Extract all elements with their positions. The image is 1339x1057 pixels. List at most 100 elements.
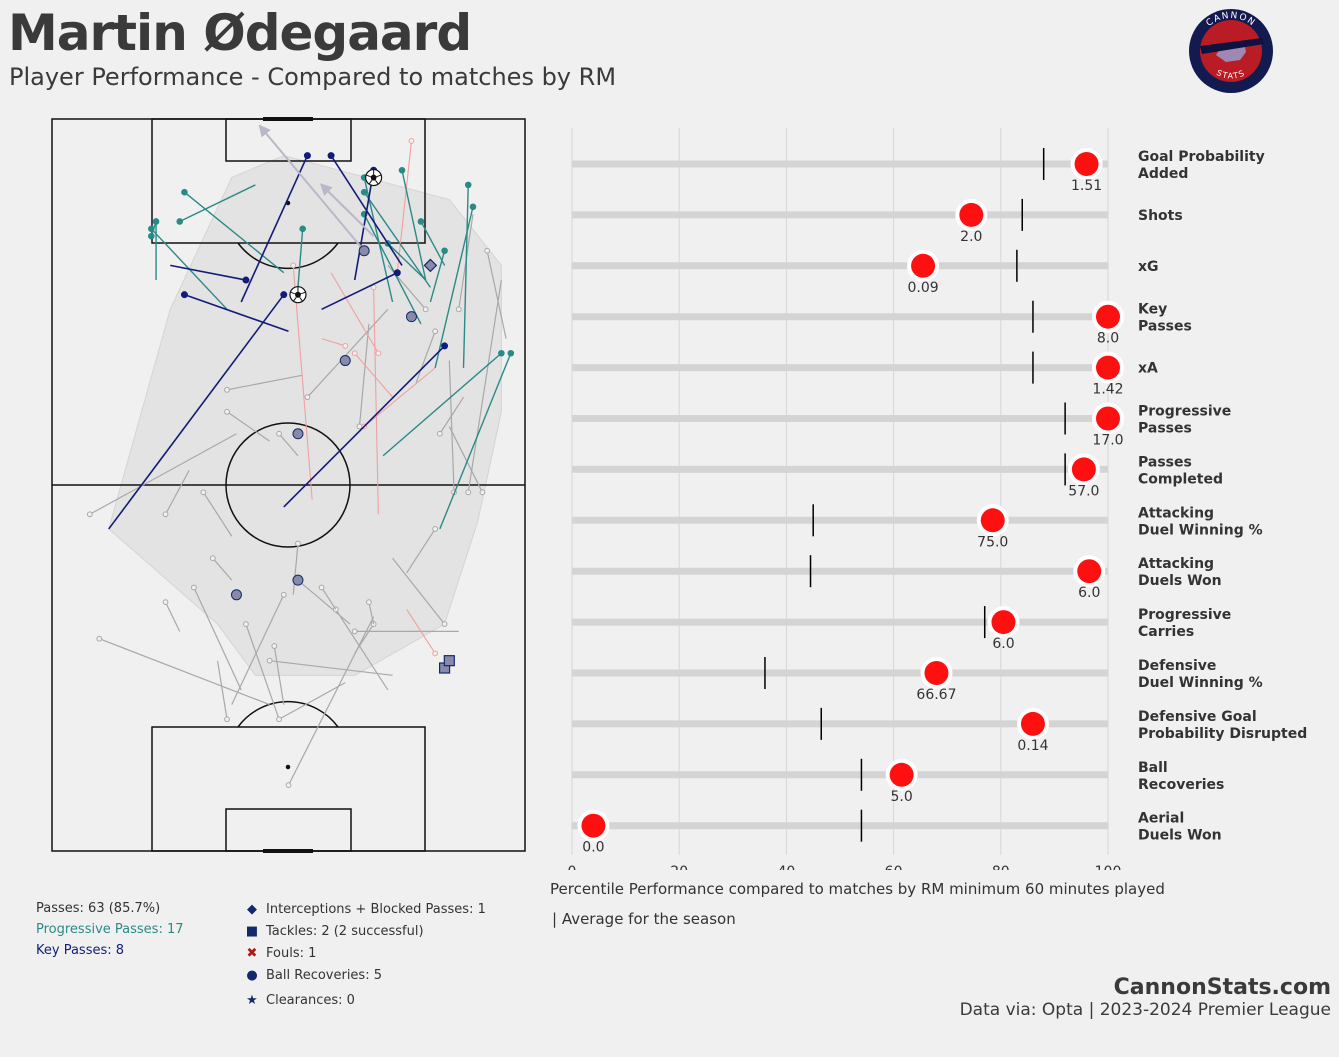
metric-dot: [959, 202, 984, 227]
progressive-pass: [363, 191, 431, 288]
ball-recovery-marker: [292, 574, 304, 586]
ball-recovery-marker: [292, 428, 304, 440]
metric-value-label: 1.42: [1092, 382, 1123, 398]
progressive-pass-origin: [148, 232, 155, 240]
key-pass-origin: [393, 269, 401, 277]
pass-origin: [266, 657, 273, 664]
pass-origin: [432, 328, 439, 335]
progressive-pass-origin: [441, 247, 448, 255]
pass-legend: Passes: 63 (85.7%) Progressive Passes: 1…: [36, 898, 184, 961]
metric-label: Aerial Duels Won: [1138, 811, 1222, 844]
metric-dot: [1077, 559, 1102, 584]
x-tick-label: 40: [777, 864, 795, 870]
pass: [415, 331, 436, 383]
metric-value-label: 1.51: [1071, 178, 1102, 194]
logo-bottom-text: STATS: [1215, 68, 1245, 81]
progressive-pass-origin: [176, 218, 184, 225]
pass: [216, 660, 228, 720]
pass: [269, 660, 393, 676]
metric-value-label: 6.0: [1078, 585, 1100, 601]
metric-dot: [1074, 152, 1099, 176]
metric-dot: [980, 508, 1005, 533]
legend-passes: Passes: 63 (85.7%): [36, 901, 161, 916]
failed-pass: [330, 272, 379, 354]
cross-icon: ✖: [246, 945, 258, 961]
ball-recovery-marker: [339, 355, 351, 367]
star-icon: ★: [246, 992, 258, 1008]
metric-label: Attacking Duel Winning %: [1138, 505, 1263, 538]
bottom-penalty-arc: [237, 700, 339, 728]
progressive-pass-origin: [181, 188, 188, 196]
metric-label: Shots: [1138, 208, 1183, 224]
pass: [278, 682, 346, 720]
tackle-marker: [443, 655, 455, 667]
metric-label: Ball Recoveries: [1138, 760, 1224, 793]
progressive-pass: [297, 228, 304, 288]
metric-dot: [911, 253, 936, 278]
pitch-map: [51, 117, 526, 853]
pass: [486, 250, 507, 339]
pass-origin: [285, 782, 292, 789]
pass-origin: [280, 591, 287, 598]
pass-origin: [209, 555, 216, 562]
pitch-lines: [51, 117, 526, 853]
key-pass: [321, 271, 398, 311]
progressive-pass: [183, 191, 285, 274]
progressive-pass: [401, 170, 427, 281]
metric-dot: [1020, 711, 1045, 736]
failed-pass: [396, 140, 413, 273]
pass-origin: [366, 599, 372, 606]
pass-origin: [96, 635, 103, 642]
pass: [273, 645, 285, 705]
svg-text:STATS: STATS: [1215, 68, 1247, 81]
pass: [467, 279, 502, 493]
legend-interceptions: Interceptions + Blocked Passes: 1: [266, 901, 486, 917]
pass-origin: [432, 526, 439, 532]
metric-dot: [1096, 406, 1120, 431]
pass-origin: [479, 489, 486, 496]
pass-origin: [162, 511, 169, 518]
x-tick-label: 0: [568, 864, 577, 870]
progressive-pass-origin: [398, 166, 406, 174]
progressive-pass-origin: [299, 225, 306, 233]
metric-label: xG: [1138, 259, 1159, 275]
site-name: CannonStats.com: [1113, 975, 1331, 1000]
failed-pass: [321, 338, 346, 347]
pass-origin: [224, 716, 230, 723]
page-subtitle: Player Performance - Compared to matches…: [9, 63, 617, 91]
x-tick-label: 20: [670, 864, 688, 870]
metric-value-label: 6.0: [992, 636, 1014, 652]
pass-origin: [276, 430, 282, 437]
metric-dot: [1071, 457, 1096, 482]
failed-pass: [363, 367, 436, 427]
key-pass: [283, 345, 446, 508]
progressive-pass: [382, 352, 502, 457]
cannon-icon: [1200, 38, 1264, 54]
metric-dot: [924, 661, 949, 685]
progressive-pass: [363, 213, 422, 325]
metric-label: Defensive Duel Winning %: [1138, 658, 1263, 691]
pass-origin: [318, 584, 325, 591]
x-tick-label: 80: [992, 864, 1010, 870]
legend-fouls: Fouls: 1: [266, 945, 317, 961]
pass-origin: [271, 643, 278, 649]
circle-icon: ●: [246, 967, 258, 983]
pass-origin: [465, 489, 472, 496]
pass: [226, 374, 303, 391]
legend-key-passes: Key Passes: 8: [36, 943, 125, 958]
season-average-note: | Average for the season: [552, 910, 736, 928]
failed-pass-origin: [408, 138, 415, 144]
metric-value-label: 5.0: [891, 789, 913, 805]
metric-dot: [581, 813, 606, 838]
metric-value-label: 66.67: [916, 687, 956, 703]
pass: [406, 528, 436, 574]
pass-origin: [243, 621, 249, 627]
progressive-pass-origin: [360, 188, 368, 196]
pass: [193, 587, 242, 691]
shot-path: [258, 124, 365, 252]
metric-dot: [991, 610, 1016, 635]
legend-progressive-passes: Progressive Passes: 17: [36, 922, 184, 937]
metric-value-label: 0.0: [582, 840, 604, 856]
progressive-pass-origin: [498, 349, 505, 357]
